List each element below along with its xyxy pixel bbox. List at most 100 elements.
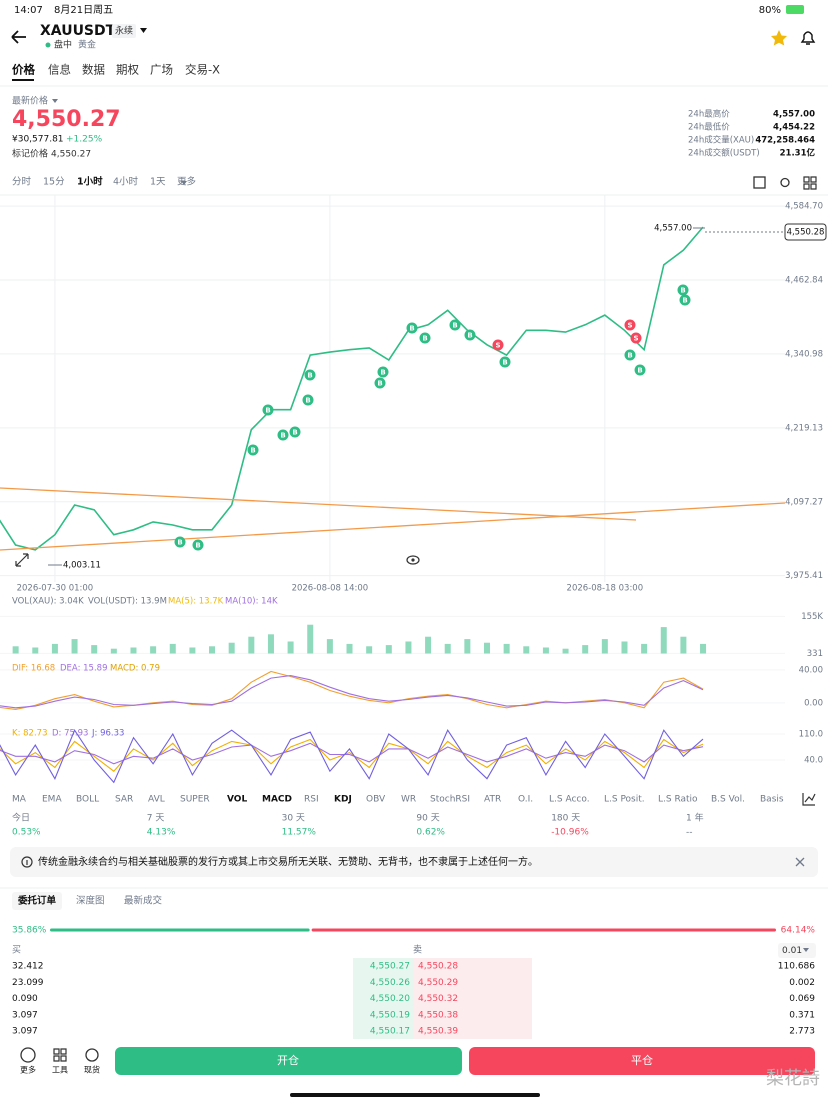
indicator-tab[interactable]: ATR <box>484 795 501 805</box>
stat-value: 4,454.22 <box>773 123 815 133</box>
bid-price: 4,550.27 <box>370 962 410 972</box>
volume-bar <box>464 639 471 654</box>
indicator-legend: VOL(XAU): 3.04K <box>12 597 84 607</box>
tab[interactable]: 数据 <box>82 63 105 77</box>
orderbook-tab[interactable]: 委托订单 <box>17 895 57 907</box>
indicator-tab[interactable]: MACD <box>262 795 292 805</box>
chart-settings-icon[interactable] <box>780 177 790 188</box>
back-button[interactable] <box>11 30 26 44</box>
indicator-tab[interactable]: L.S Acco. <box>549 795 590 805</box>
interval[interactable]: 1小时 <box>77 176 103 188</box>
tab[interactable]: 广场 <box>150 63 173 77</box>
layout-icon[interactable] <box>803 176 817 190</box>
tab[interactable]: 价格 <box>12 63 35 77</box>
interval[interactable]: 15分 <box>43 177 65 188</box>
more-dropdown[interactable] <box>181 181 187 185</box>
symbol-dropdown[interactable] <box>140 28 147 33</box>
open-label[interactable]: 开仓 <box>277 1053 299 1067</box>
tab[interactable]: 信息 <box>48 63 71 77</box>
indicator-tab[interactable]: WR <box>401 795 416 805</box>
indicator-tab[interactable]: O.I. <box>518 795 533 805</box>
alert-bell[interactable] <box>800 31 816 45</box>
fullscreen-icon[interactable] <box>15 553 29 567</box>
indicator-tab[interactable]: OBV <box>366 795 386 805</box>
trend-line <box>0 502 786 551</box>
volume-bar <box>307 624 314 654</box>
ask-price: 4,550.28 <box>418 962 458 972</box>
bid-quantity: 3.097 <box>12 1010 38 1020</box>
open-button[interactable] <box>115 1047 462 1075</box>
indicator-tab[interactable]: EMA <box>42 795 62 805</box>
close-button[interactable] <box>469 1047 815 1075</box>
bid-price: 4,550.20 <box>370 994 410 1004</box>
symbol[interactable]: XAUUSDT <box>40 23 116 39</box>
interval[interactable]: 分时 <box>12 176 32 188</box>
price-label-dropdown[interactable] <box>52 99 58 103</box>
indicator-tab[interactable]: AVL <box>148 795 165 805</box>
indicator-tab[interactable]: L.S Posit. <box>604 795 645 805</box>
volume-bar <box>71 639 78 654</box>
indicator-settings[interactable] <box>802 793 816 806</box>
volume-bar <box>32 647 39 654</box>
visibility-icon[interactable] <box>406 555 420 565</box>
close-label[interactable]: 平仓 <box>631 1053 653 1067</box>
buy-marker <box>304 369 316 381</box>
indicator-tab[interactable]: SUPER <box>180 795 210 805</box>
precision-dropdown[interactable] <box>803 948 809 952</box>
current-price-label: 4,550.28 <box>787 228 825 238</box>
buy-marker <box>302 394 314 406</box>
volume-bar <box>444 643 451 654</box>
indicator-legend: MACD: 0.79 <box>110 664 160 674</box>
more-icon[interactable] <box>20 1047 36 1063</box>
indicator-tab[interactable]: L.S Ratio <box>658 795 698 805</box>
price-label[interactable]: 最新价格 <box>12 95 48 107</box>
tab[interactable]: 交易-X <box>185 63 220 77</box>
volume-bar <box>405 641 412 654</box>
tool-label[interactable]: 更多 <box>20 1065 36 1075</box>
battery-text: 80% <box>759 5 781 16</box>
orderbook-tab[interactable]: 最新成交 <box>124 895 163 907</box>
spot-icon[interactable] <box>85 1048 99 1062</box>
indicator-tab[interactable]: MA <box>12 795 27 805</box>
buy-marker-label: B <box>409 325 414 333</box>
indicator-tab[interactable]: StochRSI <box>430 795 470 805</box>
volume-bar <box>601 639 608 654</box>
favorite-star[interactable] <box>771 30 787 46</box>
buy-marker-label: B <box>467 332 472 340</box>
buy-marker <box>624 349 636 361</box>
status-time: 14:07 <box>14 5 43 16</box>
period-change: -- <box>686 828 693 838</box>
tool-label[interactable]: 工具 <box>52 1066 68 1075</box>
indicator-tab[interactable]: BOLL <box>76 795 99 805</box>
buy-marker <box>174 536 186 548</box>
y-tick-label: 110.0 <box>799 729 823 739</box>
buy-marker-label: B <box>380 369 385 377</box>
trend-line <box>0 487 637 521</box>
interval[interactable]: 1天 <box>150 177 166 188</box>
sell-marker-label: S <box>627 322 632 330</box>
tools-icon[interactable] <box>53 1048 67 1062</box>
volume-bar <box>51 643 58 654</box>
volume-bar <box>523 646 530 654</box>
tab[interactable]: 期权 <box>116 63 139 77</box>
indicator-tab[interactable]: SAR <box>115 795 133 805</box>
notice-close[interactable] <box>795 857 805 867</box>
interval[interactable]: 4小时 <box>113 176 139 188</box>
mark-price-label: 标记价格 <box>12 148 48 160</box>
orderbook-tab[interactable]: 深度图 <box>76 895 105 907</box>
sell-marker <box>492 339 504 351</box>
buy-marker-label: B <box>305 397 310 405</box>
chart-tool-icon[interactable] <box>753 176 766 189</box>
indicator-tab[interactable]: RSI <box>304 795 319 805</box>
indicator-tab[interactable]: B.S Vol. <box>711 795 745 805</box>
indicator-legend: D: 75.93 <box>52 729 88 739</box>
indicator-tab[interactable]: Basis <box>760 795 784 805</box>
y-tick-label: 4,584.70 <box>785 202 823 212</box>
precision[interactable]: 0.01 <box>782 946 802 956</box>
indicator-tab[interactable]: VOL <box>227 795 247 805</box>
precision-box[interactable] <box>778 943 816 958</box>
indicator-tab[interactable]: KDJ <box>334 795 352 805</box>
volume-bar <box>641 643 648 654</box>
tool-label[interactable]: 现货 <box>84 1065 100 1075</box>
